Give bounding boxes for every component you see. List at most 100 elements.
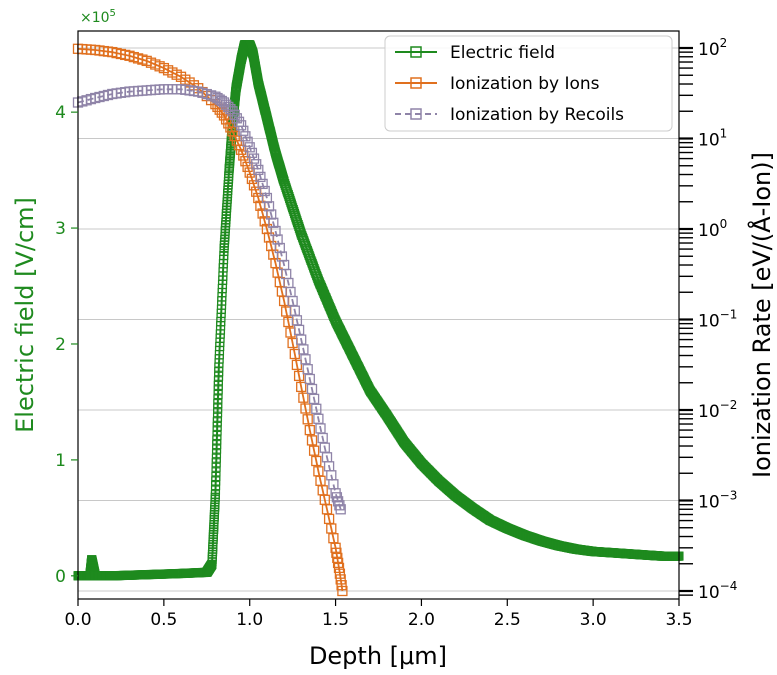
ionization-recoils-marker (268, 217, 279, 228)
right-y-tick-base: 10 (698, 402, 720, 422)
right-y-tick-base: 10 (698, 312, 720, 332)
ionization-recoils-marker (296, 334, 307, 345)
legend-box (384, 35, 673, 132)
ionization-recoils-marker (253, 164, 264, 176)
plot-frame (77, 30, 680, 600)
left-scale-exp: 5 (110, 8, 116, 19)
ionization-recoils-marker (311, 403, 322, 414)
ionization-ions-marker (311, 455, 322, 467)
ionization-recoils-marker (240, 131, 251, 142)
ionization-recoils-marker (293, 324, 305, 336)
right-y-tick-exp: −3 (720, 489, 738, 503)
axis-layer: 0.0 0.5 1.0 1.5 2.0 2.5 3.0 3.50123410210110010… (55, 36, 737, 630)
ionization-ions-marker (306, 435, 318, 446)
electric-field-marker (213, 380, 223, 390)
ionization-recoils-marker (298, 344, 309, 355)
right-y-tick-label: 10−4 (698, 579, 737, 603)
right-y-tick-exp: −2 (720, 398, 738, 412)
ionization-ions-marker (296, 381, 307, 393)
right-y-tick-base: 10 (698, 131, 720, 151)
ionization-recoils-marker (238, 125, 249, 136)
legend-item-ionization-ions: Ionization by Ions (395, 74, 600, 94)
ionization-recoils-marker (257, 178, 268, 190)
series-line-ionization-recoils (77, 88, 342, 510)
legend-label-ionization-recoils: Ionization by Recoils (450, 105, 624, 125)
legend-marker-ionization-ions (410, 77, 422, 89)
left-y-tick-label: 2 (55, 335, 66, 355)
right-y-tick-exp: 0 (720, 217, 728, 231)
x-tick-label: 1.5 (322, 610, 349, 630)
right-y-tick-exp: −1 (720, 308, 738, 322)
left-y-tick-label: 1 (55, 451, 66, 471)
x-tick-label: 2.0 (408, 610, 435, 630)
right-y-tick-exp: 1 (720, 127, 728, 141)
electric-field-marker (210, 490, 220, 500)
ionization-recoils-marker (244, 142, 255, 153)
electric-field-marker (212, 440, 222, 450)
ionization-ions-marker (308, 445, 320, 456)
ionization-ions-marker (335, 574, 346, 585)
x-axis-label: Depth [μm] (309, 642, 447, 670)
electric-field-marker (211, 467, 221, 477)
left-axis-label: Electric field [V/cm] (11, 197, 39, 433)
left-y-tick-label: 4 (55, 103, 66, 123)
ionization-recoils-marker (263, 201, 275, 212)
ionization-recoils-marker (251, 159, 262, 170)
right-y-tick-label: 101 (698, 127, 727, 151)
electric-field-marker (211, 449, 222, 459)
x-tick-label: 3.5 (665, 610, 692, 630)
right-y-tick-base: 10 (698, 40, 720, 60)
electric-field-marker (214, 371, 224, 381)
right-y-tick-label: 10−3 (698, 489, 737, 513)
ionization-recoils-marker (308, 393, 320, 405)
right-axis-label: Ionization Rate [eV/(Å-Ion)] (747, 152, 776, 478)
ionization-ions-marker (291, 359, 303, 371)
right-y-tick-exp: 2 (720, 36, 728, 50)
electric-field-marker (213, 399, 223, 409)
right-y-tick-label: 102 (698, 36, 727, 60)
ionization-ions-marker (337, 585, 348, 597)
ionization-ions-marker (300, 403, 311, 414)
right-y-tick-label: 10−2 (698, 398, 737, 422)
ionization-recoils-marker (259, 185, 270, 197)
ionization-ions-marker (293, 370, 305, 382)
electric-field-marker (213, 408, 223, 418)
electric-field-marker (213, 389, 223, 400)
x-tick-label: 2.5 (494, 610, 521, 630)
ionization-ions-marker (333, 562, 345, 574)
left-scale-base: ×10 (80, 10, 110, 26)
ionization-ions-marker (334, 568, 346, 579)
left-scale-factor: ×105 (80, 8, 116, 26)
right-y-tick-base: 10 (698, 221, 720, 241)
legend-marker-electric-field (410, 46, 422, 58)
electric-field-marker (211, 471, 221, 482)
ionization-recoils-marker (261, 192, 273, 204)
ionization-recoils-marker (300, 354, 311, 365)
right-y-tick-label: 10−1 (698, 308, 737, 332)
ionization-recoils-marker (306, 383, 318, 395)
ionization-recoils-marker (287, 295, 298, 307)
ionization-recoils-marker (266, 209, 277, 220)
ionization-recoils-marker (242, 136, 253, 147)
ionization-recoils-marker (335, 504, 346, 515)
legend: Electric field Ionization by Ions Ioniza… (384, 35, 673, 132)
ionization-ions-marker (326, 523, 337, 534)
series-layer (72, 40, 684, 597)
ionization-ions-marker (302, 414, 313, 425)
electric-field-marker (211, 458, 221, 468)
x-tick-label: 3.0 (580, 610, 607, 630)
ionization-recoils-marker (248, 153, 260, 164)
ionization-ions-marker (336, 580, 347, 591)
legend-item-electric-field: Electric field (395, 43, 555, 63)
electric-field-marker (212, 412, 223, 422)
right-y-tick-exp: −4 (720, 579, 738, 593)
ionization-recoils-marker (246, 147, 258, 159)
legend-label-electric-field: Electric field (450, 43, 555, 63)
x-tick-label: 0.5 (150, 610, 177, 630)
ionization-recoils-marker (317, 432, 328, 444)
electric-field-marker (212, 430, 222, 441)
ionization-recoils-marker (304, 373, 315, 385)
right-y-tick-label: 100 (698, 217, 727, 241)
ionization-recoils-marker (255, 171, 266, 183)
